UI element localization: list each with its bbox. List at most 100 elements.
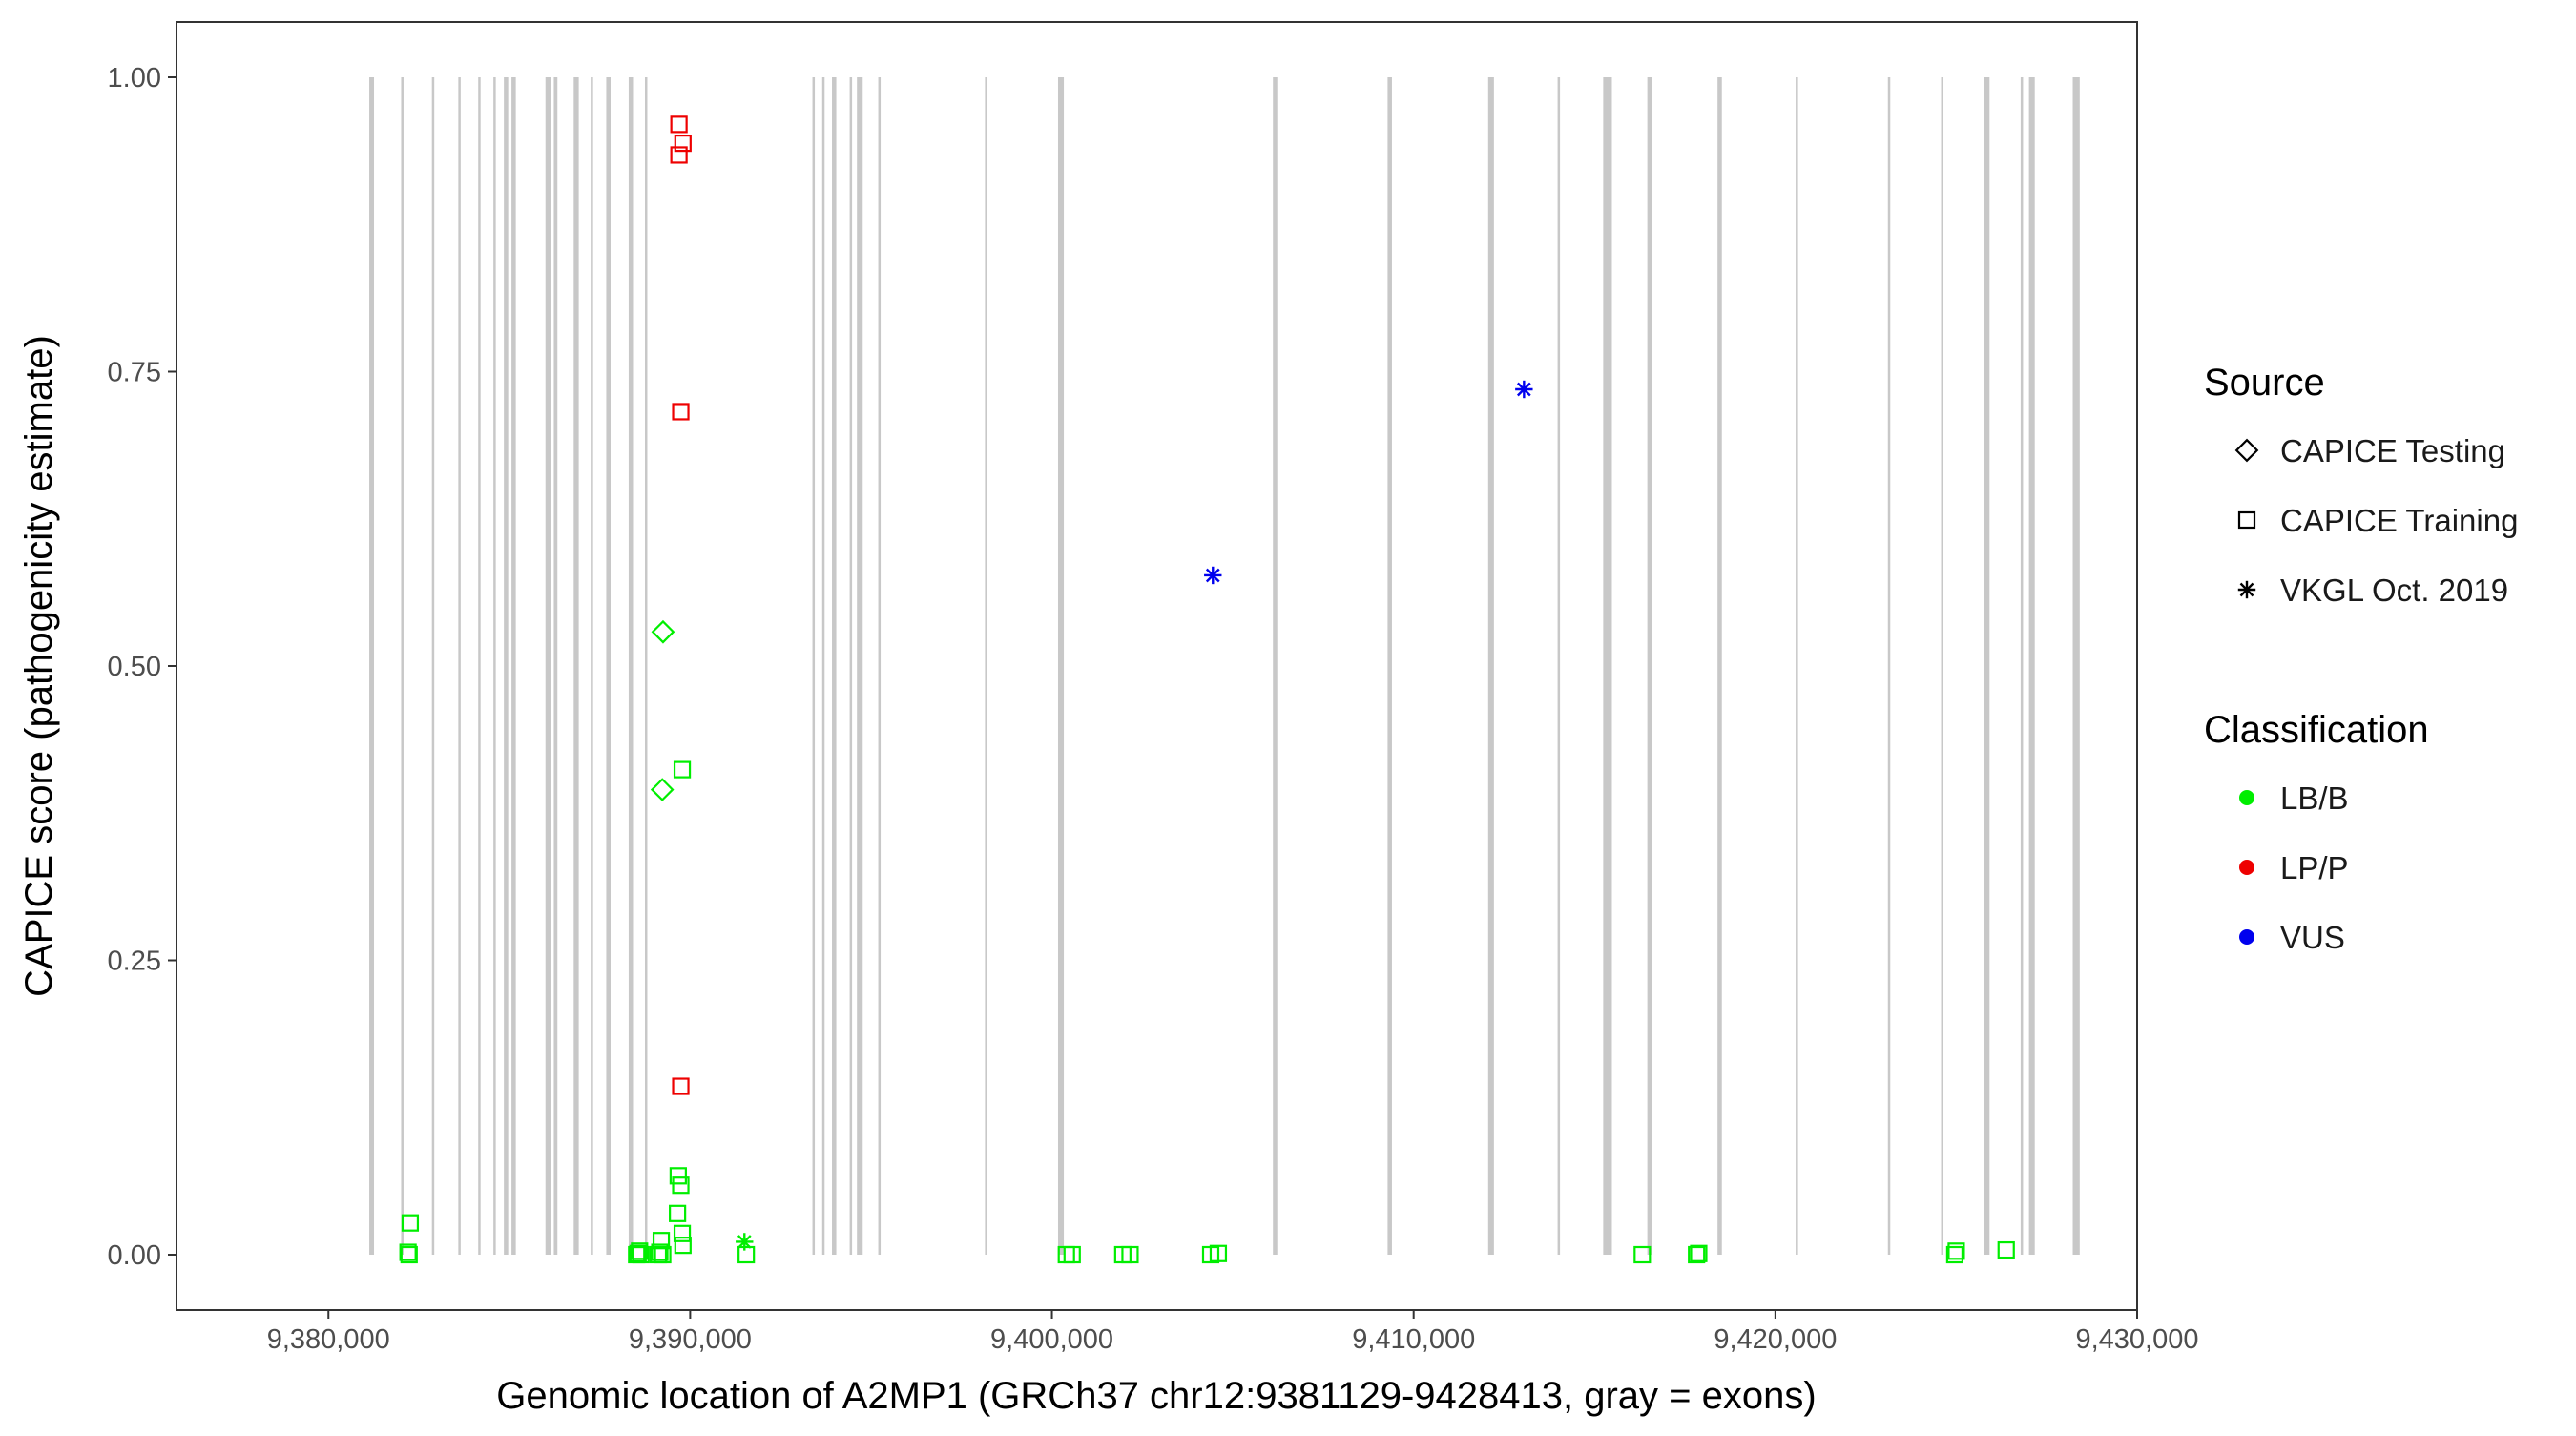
x-axis-title: Genomic location of A2MP1 (GRCh37 chr12:… <box>496 1375 1816 1417</box>
data-points <box>399 115 2015 1264</box>
data-point <box>1204 566 1222 585</box>
x-tick-label: 9,380,000 <box>267 1324 390 1355</box>
legend-classification-key <box>2239 790 2254 805</box>
exon-band <box>431 76 435 1256</box>
exon-band <box>573 76 579 1256</box>
exon-band <box>1984 76 1990 1256</box>
exon-band <box>1887 76 1891 1256</box>
data-point <box>673 1224 692 1242</box>
exon-band <box>1057 76 1065 1256</box>
data-point <box>669 1204 687 1222</box>
data-point <box>670 146 688 164</box>
legend-source-key <box>2237 580 2256 599</box>
x-axis: 9,380,000 9,390,000 9,400,000 9,410,000 9,42… <box>267 1310 2199 1355</box>
legend-classification-entries: LB/B LP/P VUS <box>2239 780 2349 955</box>
exon-band <box>1647 76 1652 1256</box>
y-axis-title: CAPICE score (pathogenicity estimate) <box>18 335 60 997</box>
legend-classification-key <box>2239 929 2254 945</box>
data-point <box>631 1242 649 1260</box>
exon-band <box>628 76 634 1256</box>
data-point <box>672 1176 690 1195</box>
exon-band <box>1717 76 1722 1256</box>
legend-classification-label: VUS <box>2280 920 2345 955</box>
data-point <box>629 1244 647 1262</box>
exon-band <box>458 76 461 1256</box>
exon-band <box>2072 76 2080 1256</box>
data-point <box>672 1077 690 1095</box>
data-point <box>652 1232 671 1250</box>
exon-band <box>821 76 825 1256</box>
data-point <box>651 619 675 644</box>
x-tick-label: 9,410,000 <box>1352 1324 1475 1355</box>
exon-band <box>553 76 558 1256</box>
y-tick-label: 0.50 <box>108 652 161 682</box>
exon-band <box>1603 76 1612 1256</box>
x-tick-label: 9,390,000 <box>629 1324 752 1355</box>
data-point <box>1688 1245 1706 1264</box>
exon-band <box>849 76 853 1256</box>
y-tick-label: 1.00 <box>108 63 161 94</box>
exon-band <box>504 76 509 1256</box>
legend-source-label: CAPICE Training <box>2280 503 2518 538</box>
data-point <box>654 1245 672 1264</box>
exon-band <box>1557 76 1561 1256</box>
exon-band <box>812 76 816 1256</box>
plot-panel-background <box>177 22 2137 1310</box>
data-point <box>1121 1245 1139 1264</box>
data-point <box>737 1245 756 1264</box>
legend: Source CAPICE Testing CAPICE Training VKGL… <box>2204 362 2518 955</box>
exon-band <box>493 76 496 1256</box>
data-point <box>1945 1245 1964 1264</box>
exon-band <box>591 76 593 1256</box>
exon-band <box>645 76 648 1256</box>
data-point <box>1515 380 1533 399</box>
exon-band <box>985 76 987 1256</box>
data-point <box>669 1167 687 1185</box>
y-axis: 0.00 0.25 0.50 0.75 1.00 <box>108 63 177 1271</box>
x-tick-label: 9,400,000 <box>990 1324 1113 1355</box>
data-point <box>672 403 690 421</box>
data-point <box>670 115 688 134</box>
data-point <box>1633 1245 1652 1264</box>
exon-band <box>2028 76 2035 1256</box>
y-tick-label: 0.75 <box>108 357 161 387</box>
exon-band <box>1273 76 1278 1256</box>
data-point <box>399 1243 417 1261</box>
data-point <box>736 1233 754 1251</box>
x-tick-label: 9,430,000 <box>2075 1324 2198 1355</box>
data-point <box>1690 1244 1708 1262</box>
exon-band <box>878 76 882 1256</box>
legend-source-key <box>2234 438 2259 463</box>
data-point <box>674 1237 692 1255</box>
data-point <box>650 778 675 801</box>
exon-band <box>545 76 551 1256</box>
legend-classification-title: Classification <box>2204 709 2429 751</box>
exon-band <box>1796 76 1798 1256</box>
legend-source-label: CAPICE Testing <box>2280 433 2505 468</box>
exon-band <box>1387 76 1392 1256</box>
legend-source-title: Source <box>2204 362 2325 404</box>
legend-classification-label: LB/B <box>2280 780 2349 816</box>
data-point <box>673 760 692 779</box>
exon-band <box>857 76 863 1256</box>
data-point <box>674 135 692 153</box>
data-point <box>651 1243 669 1261</box>
exon-band <box>401 76 404 1256</box>
y-tick-label: 0.00 <box>108 1240 161 1271</box>
data-point <box>1997 1240 2015 1259</box>
exon-band <box>606 76 611 1256</box>
legend-source-key <box>2237 510 2256 530</box>
exon-band <box>832 76 837 1256</box>
exon-bands <box>369 76 2080 1256</box>
y-tick-label: 0.25 <box>108 947 161 977</box>
exon-band <box>511 76 516 1256</box>
exon-band <box>1487 76 1494 1256</box>
data-point <box>1063 1245 1081 1264</box>
exon-band <box>478 76 481 1256</box>
data-point <box>1947 1242 1965 1260</box>
legend-source-label: VKGL Oct. 2019 <box>2280 572 2508 608</box>
exon-band <box>369 76 375 1256</box>
legend-classification-label: LP/P <box>2280 850 2349 885</box>
x-tick-label: 9,420,000 <box>1714 1324 1837 1355</box>
